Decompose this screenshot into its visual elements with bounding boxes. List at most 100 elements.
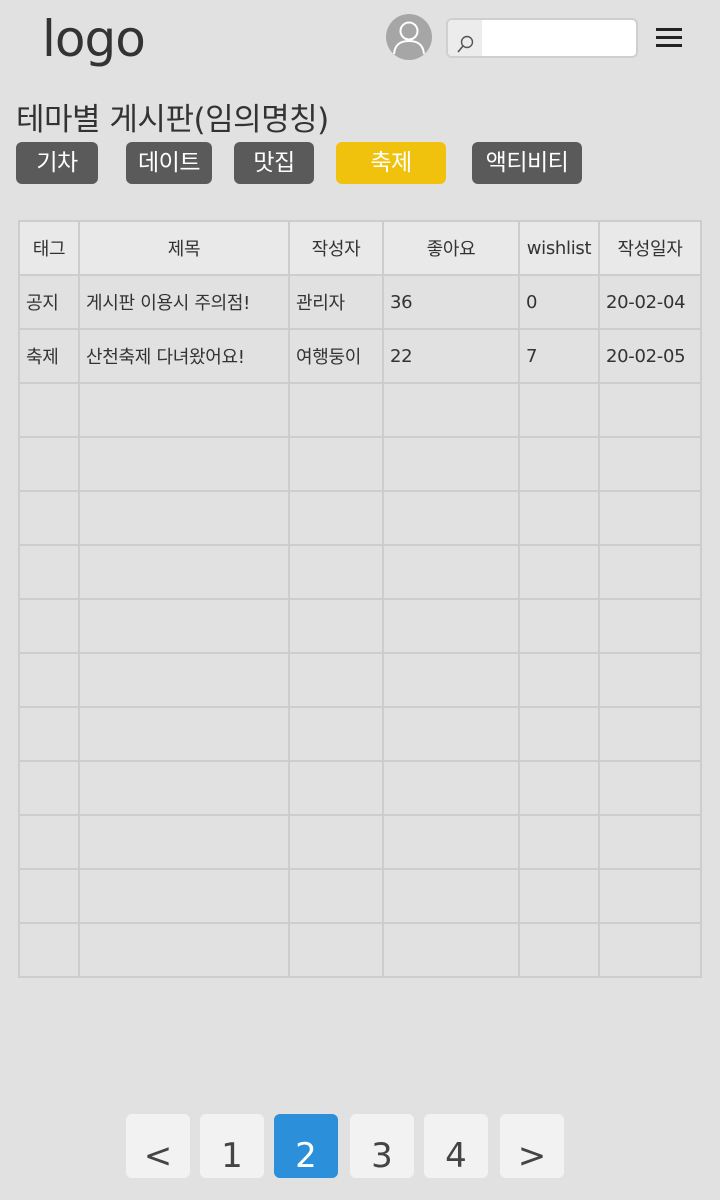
column-header-wishlist[interactable]: wishlist [518, 220, 600, 276]
cell-date [598, 382, 702, 438]
tab-restaurant[interactable]: 맛집 [234, 142, 314, 184]
next-page-button[interactable]: > [500, 1114, 564, 1178]
search-icon[interactable] [448, 20, 482, 56]
logo[interactable]: logo [42, 10, 146, 68]
cell-title-link [78, 436, 290, 492]
cell-title-link[interactable]: 산천축제 다녀왔어요! [78, 328, 290, 384]
page-2-button[interactable]: 2 [274, 1114, 338, 1178]
cell-wishlist [518, 544, 600, 600]
cell-author [288, 760, 384, 816]
cell-likes [382, 598, 520, 654]
cell-likes [382, 652, 520, 708]
cell-title-link [78, 598, 290, 654]
cell-wishlist [518, 760, 600, 816]
cell-title-link [78, 652, 290, 708]
cell-date [598, 436, 702, 492]
tab-date[interactable]: 데이트 [126, 142, 212, 184]
table-row [18, 436, 702, 492]
cell-wishlist [518, 598, 600, 654]
table-row [18, 652, 702, 708]
table-row [18, 544, 702, 600]
cell-tag: 공지 [18, 274, 80, 330]
cell-title-link [78, 382, 290, 438]
cell-title-link [78, 868, 290, 924]
search-input[interactable] [484, 20, 632, 56]
cell-wishlist [518, 490, 600, 546]
prev-page-button[interactable]: < [126, 1114, 190, 1178]
column-header-tag[interactable]: 태그 [18, 220, 80, 276]
cell-likes: 22 [382, 328, 520, 384]
cell-title-link [78, 544, 290, 600]
table-row [18, 706, 702, 762]
cell-likes [382, 544, 520, 600]
cell-tag [18, 706, 80, 762]
cell-likes [382, 382, 520, 438]
cell-tag [18, 598, 80, 654]
table-row [18, 598, 702, 654]
cell-author [288, 436, 384, 492]
page-title: 테마별 게시판(임의명칭) [16, 102, 329, 138]
cell-wishlist [518, 922, 600, 978]
table-row [18, 922, 702, 978]
cell-author: 관리자 [288, 274, 384, 330]
tab-activity[interactable]: 액티비티 [472, 142, 582, 184]
cell-title-link [78, 814, 290, 870]
hamburger-menu-icon[interactable] [654, 26, 684, 50]
cell-likes [382, 706, 520, 762]
cell-tag [18, 922, 80, 978]
cell-author [288, 706, 384, 762]
search-box [446, 18, 638, 58]
page-4-button[interactable]: 4 [424, 1114, 488, 1178]
cell-date: 20-02-04 [598, 274, 702, 330]
tab-train[interactable]: 기차 [16, 142, 98, 184]
table-row [18, 382, 702, 438]
table-row [18, 490, 702, 546]
page-3-button[interactable]: 3 [350, 1114, 414, 1178]
cell-tag [18, 760, 80, 816]
cell-wishlist [518, 436, 600, 492]
table-header-row: 태그 제목 작성자 좋아요 wishlist 작성일자 [18, 220, 702, 276]
cell-title-link[interactable]: 게시판 이용시 주의점! [78, 274, 290, 330]
cell-likes [382, 868, 520, 924]
cell-tag [18, 652, 80, 708]
column-header-title[interactable]: 제목 [78, 220, 290, 276]
cell-tag [18, 868, 80, 924]
cell-date [598, 868, 702, 924]
cell-author [288, 598, 384, 654]
cell-date [598, 490, 702, 546]
cell-author [288, 490, 384, 546]
cell-author [288, 382, 384, 438]
board-table: 태그 제목 작성자 좋아요 wishlist 작성일자 공지 게시판 이용시 주… [18, 220, 702, 978]
cell-tag [18, 436, 80, 492]
cell-title-link [78, 490, 290, 546]
user-avatar-icon[interactable] [386, 14, 432, 60]
cell-date: 20-02-05 [598, 328, 702, 384]
cell-tag [18, 382, 80, 438]
cell-author [288, 814, 384, 870]
cell-likes [382, 814, 520, 870]
cell-wishlist: 7 [518, 328, 600, 384]
column-header-author[interactable]: 작성자 [288, 220, 384, 276]
table-row[interactable]: 축제 산천축제 다녀왔어요! 여행둥이 22 7 20-02-05 [18, 328, 702, 384]
table-row [18, 814, 702, 870]
table-row[interactable]: 공지 게시판 이용시 주의점! 관리자 36 0 20-02-04 [18, 274, 702, 330]
person-icon [393, 21, 425, 55]
cell-wishlist [518, 814, 600, 870]
cell-author [288, 868, 384, 924]
column-header-likes[interactable]: 좋아요 [382, 220, 520, 276]
cell-date [598, 922, 702, 978]
cell-author: 여행둥이 [288, 328, 384, 384]
cell-likes [382, 922, 520, 978]
cell-date [598, 598, 702, 654]
cell-wishlist [518, 868, 600, 924]
cell-author [288, 652, 384, 708]
cell-tag [18, 544, 80, 600]
tab-festival[interactable]: 축제 [336, 142, 446, 184]
cell-date [598, 544, 702, 600]
column-header-date[interactable]: 작성일자 [598, 220, 702, 276]
cell-date [598, 814, 702, 870]
page-1-button[interactable]: 1 [200, 1114, 264, 1178]
cell-wishlist [518, 382, 600, 438]
cell-wishlist [518, 706, 600, 762]
cell-likes [382, 490, 520, 546]
